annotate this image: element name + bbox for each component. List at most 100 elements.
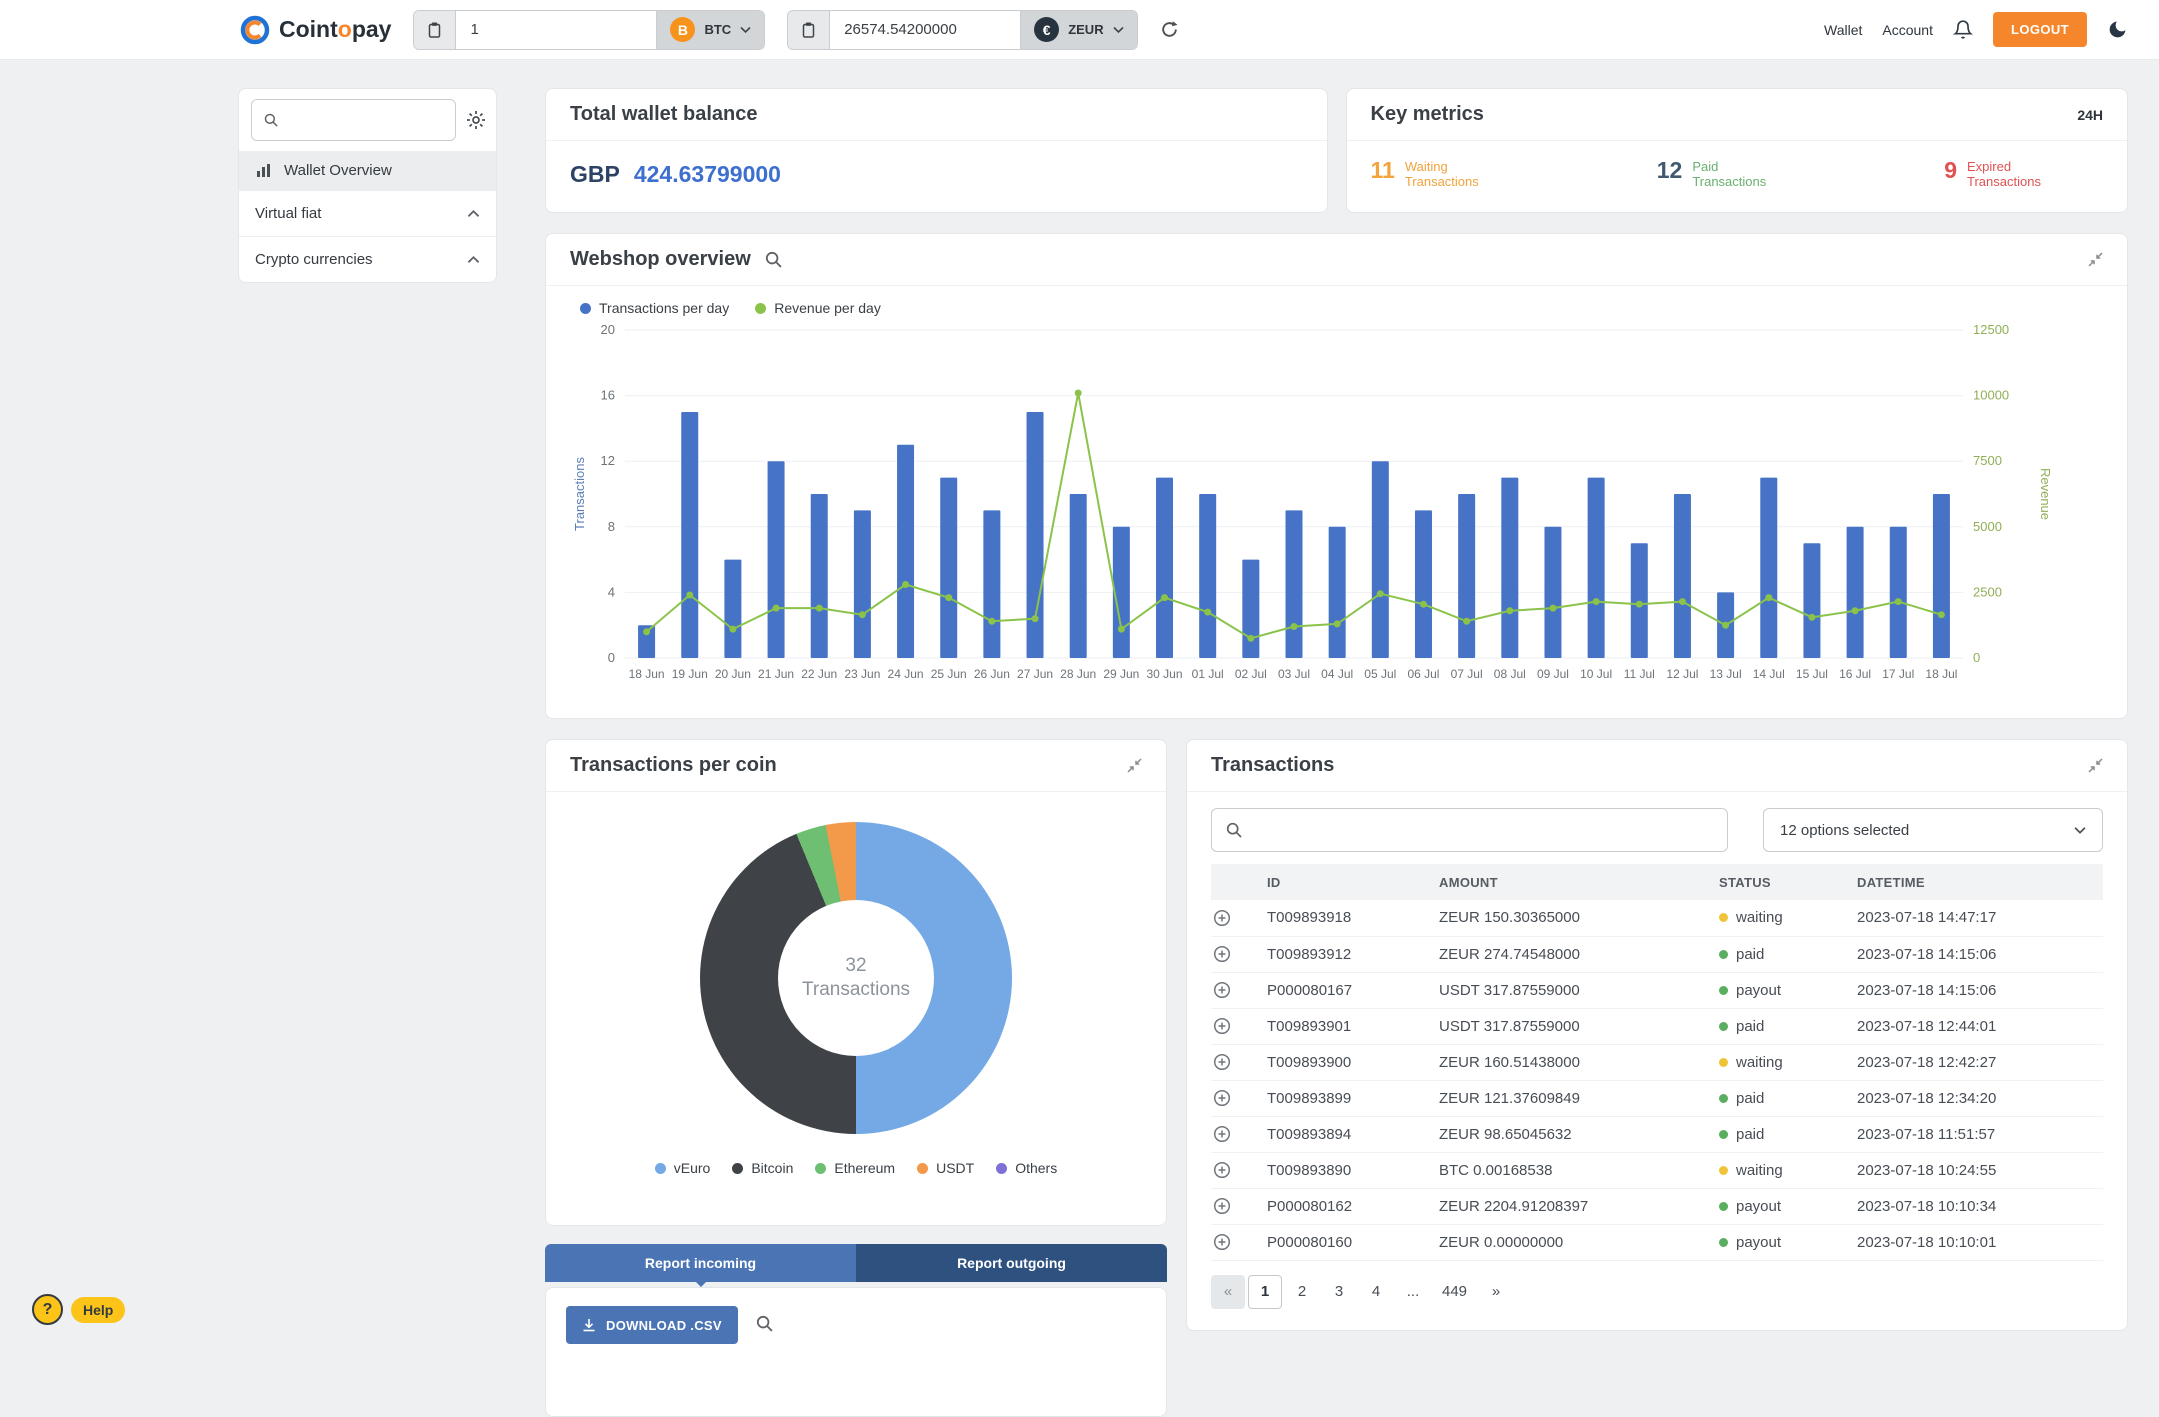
legend-label: Transactions per day xyxy=(599,300,729,316)
svg-text:28 Jun: 28 Jun xyxy=(1060,667,1096,681)
table-row[interactable]: P000080162ZEUR 2204.91208397payout2023-0… xyxy=(1211,1188,2103,1224)
balance-amount: 424.63799000 xyxy=(634,161,781,187)
page-button-[interactable]: « xyxy=(1211,1275,1245,1309)
page-button-449[interactable]: 449 xyxy=(1433,1275,1476,1309)
page-button-2[interactable]: 2 xyxy=(1285,1275,1319,1309)
download-csv-button[interactable]: DOWNLOAD .CSV xyxy=(566,1306,738,1344)
copy-wallet-id-button[interactable] xyxy=(414,11,456,49)
tab-report-outgoing[interactable]: Report outgoing xyxy=(856,1244,1167,1282)
plus-circle-icon xyxy=(1213,1053,1231,1071)
svg-text:02 Jul: 02 Jul xyxy=(1235,667,1267,681)
balance-input[interactable] xyxy=(830,11,1020,49)
status-badge: waiting xyxy=(1719,1054,1857,1071)
cell-id: T009893894 xyxy=(1267,1116,1439,1152)
zeur-coin-selector[interactable]: € ZEUR xyxy=(1020,11,1136,49)
status-text: paid xyxy=(1736,1090,1764,1107)
webshop-title: Webshop overview xyxy=(570,248,751,271)
sidebar-settings-button[interactable] xyxy=(466,110,486,130)
table-row[interactable]: T009893912ZEUR 274.74548000paid2023-07-1… xyxy=(1211,936,2103,972)
cell-id: T009893901 xyxy=(1267,1008,1439,1044)
metric-label: Paid Transactions xyxy=(1692,159,1792,190)
svg-text:Transactions: Transactions xyxy=(572,457,587,531)
table-row[interactable]: T009893900ZEUR 160.51438000waiting2023-0… xyxy=(1211,1044,2103,1080)
table-row[interactable]: T009893899ZEUR 121.37609849paid2023-07-1… xyxy=(1211,1080,2103,1116)
copy-balance-button[interactable] xyxy=(788,11,830,49)
sidebar-item-wallet-overview[interactable]: Wallet Overview xyxy=(239,151,496,190)
expand-row-button[interactable] xyxy=(1211,936,1267,972)
table-row[interactable]: P000080160ZEUR 0.00000000payout2023-07-1… xyxy=(1211,1224,2103,1260)
page-button-4[interactable]: 4 xyxy=(1359,1275,1393,1309)
coin-legend-item: Ethereum xyxy=(815,1160,895,1176)
gear-icon xyxy=(466,110,486,130)
cointopay-logo[interactable]: Cointopay xyxy=(240,15,391,45)
metric-value: 11 xyxy=(1371,159,1395,182)
account-link[interactable]: Account xyxy=(1882,22,1933,38)
donut-total-caption: Transactions xyxy=(802,979,910,1001)
sidebar-search-input[interactable] xyxy=(286,112,443,129)
balance-group: € ZEUR xyxy=(787,10,1137,50)
col-header-status: STATUS xyxy=(1719,864,1857,900)
notifications-button[interactable] xyxy=(1953,19,1973,40)
page-button-[interactable]: » xyxy=(1479,1275,1513,1309)
expand-row-button[interactable] xyxy=(1211,1116,1267,1152)
transactions-collapse-button[interactable] xyxy=(2088,758,2103,773)
legend-dot xyxy=(755,303,766,314)
legend-dot xyxy=(815,1163,826,1174)
coin-collapse-button[interactable] xyxy=(1127,758,1142,773)
expand-row-button[interactable] xyxy=(1211,900,1267,936)
status-dot xyxy=(1719,950,1728,959)
help-widget[interactable]: ? Help xyxy=(32,1294,125,1325)
page-button-3[interactable]: 3 xyxy=(1322,1275,1356,1309)
sidebar-section-virtual-fiat[interactable]: Virtual fiat xyxy=(239,190,496,236)
sidebar-search-row xyxy=(239,89,496,151)
expand-row-button[interactable] xyxy=(1211,1188,1267,1224)
tab-report-incoming[interactable]: Report incoming xyxy=(545,1244,856,1282)
status-dot xyxy=(1719,1130,1728,1139)
plus-circle-icon xyxy=(1213,981,1231,999)
refresh-button[interactable] xyxy=(1160,20,1179,39)
svg-text:04 Jul: 04 Jul xyxy=(1321,667,1353,681)
sidebar: Wallet Overview Virtual fiatCrypto curre… xyxy=(238,88,497,283)
expand-row-button[interactable] xyxy=(1211,1080,1267,1116)
table-row[interactable]: P000080167USDT 317.87559000payout2023-07… xyxy=(1211,972,2103,1008)
status-text: payout xyxy=(1736,1198,1781,1215)
svg-text:29 Jun: 29 Jun xyxy=(1103,667,1139,681)
svg-text:13 Jul: 13 Jul xyxy=(1710,667,1742,681)
expand-row-button[interactable] xyxy=(1211,1152,1267,1188)
wallet-id-input[interactable] xyxy=(456,11,656,49)
btc-coin-selector[interactable]: B BTC xyxy=(656,11,764,49)
svg-text:30 Jun: 30 Jun xyxy=(1147,667,1183,681)
sidebar-section-crypto-currencies[interactable]: Crypto currencies xyxy=(239,236,496,282)
cell-datetime: 2023-07-18 11:51:57 xyxy=(1857,1116,2103,1152)
report-search-button[interactable] xyxy=(756,1315,773,1332)
svg-text:03 Jul: 03 Jul xyxy=(1278,667,1310,681)
wallet-link[interactable]: Wallet xyxy=(1824,22,1862,38)
logout-button[interactable]: LOGOUT xyxy=(1993,12,2087,47)
webshop-collapse-button[interactable] xyxy=(2088,252,2103,267)
transactions-search-input[interactable] xyxy=(1252,822,1713,839)
table-row[interactable]: T009893890BTC 0.00168538waiting2023-07-1… xyxy=(1211,1152,2103,1188)
coin-legend-label: Ethereum xyxy=(834,1160,895,1176)
svg-text:21 Jun: 21 Jun xyxy=(758,667,794,681)
table-row[interactable]: T009893901USDT 317.87559000paid2023-07-1… xyxy=(1211,1008,2103,1044)
zeur-label: ZEUR xyxy=(1068,22,1103,37)
cell-status: payout xyxy=(1719,1188,1857,1224)
expand-row-button[interactable] xyxy=(1211,1224,1267,1260)
cell-amount: ZEUR 160.51438000 xyxy=(1439,1044,1719,1080)
coin-legend-label: Others xyxy=(1015,1160,1057,1176)
page-button-[interactable]: ... xyxy=(1396,1275,1430,1309)
status-filter-select[interactable]: 12 options selected xyxy=(1763,808,2103,852)
table-row[interactable]: T009893894ZEUR 98.65045632paid2023-07-18… xyxy=(1211,1116,2103,1152)
sidebar-sections: Virtual fiatCrypto currencies xyxy=(239,190,496,282)
expand-row-button[interactable] xyxy=(1211,1008,1267,1044)
webshop-search-button[interactable] xyxy=(765,251,782,268)
expand-row-button[interactable] xyxy=(1211,1044,1267,1080)
page-button-1[interactable]: 1 xyxy=(1248,1275,1282,1309)
col-header-amount: AMOUNT xyxy=(1439,864,1719,900)
table-row[interactable]: T009893918ZEUR 150.30365000waiting2023-0… xyxy=(1211,900,2103,936)
svg-text:05 Jul: 05 Jul xyxy=(1364,667,1396,681)
expand-row-button[interactable] xyxy=(1211,972,1267,1008)
dark-mode-toggle[interactable] xyxy=(2107,19,2128,40)
chevron-down-icon xyxy=(740,26,751,34)
help-icon: ? xyxy=(32,1294,63,1325)
